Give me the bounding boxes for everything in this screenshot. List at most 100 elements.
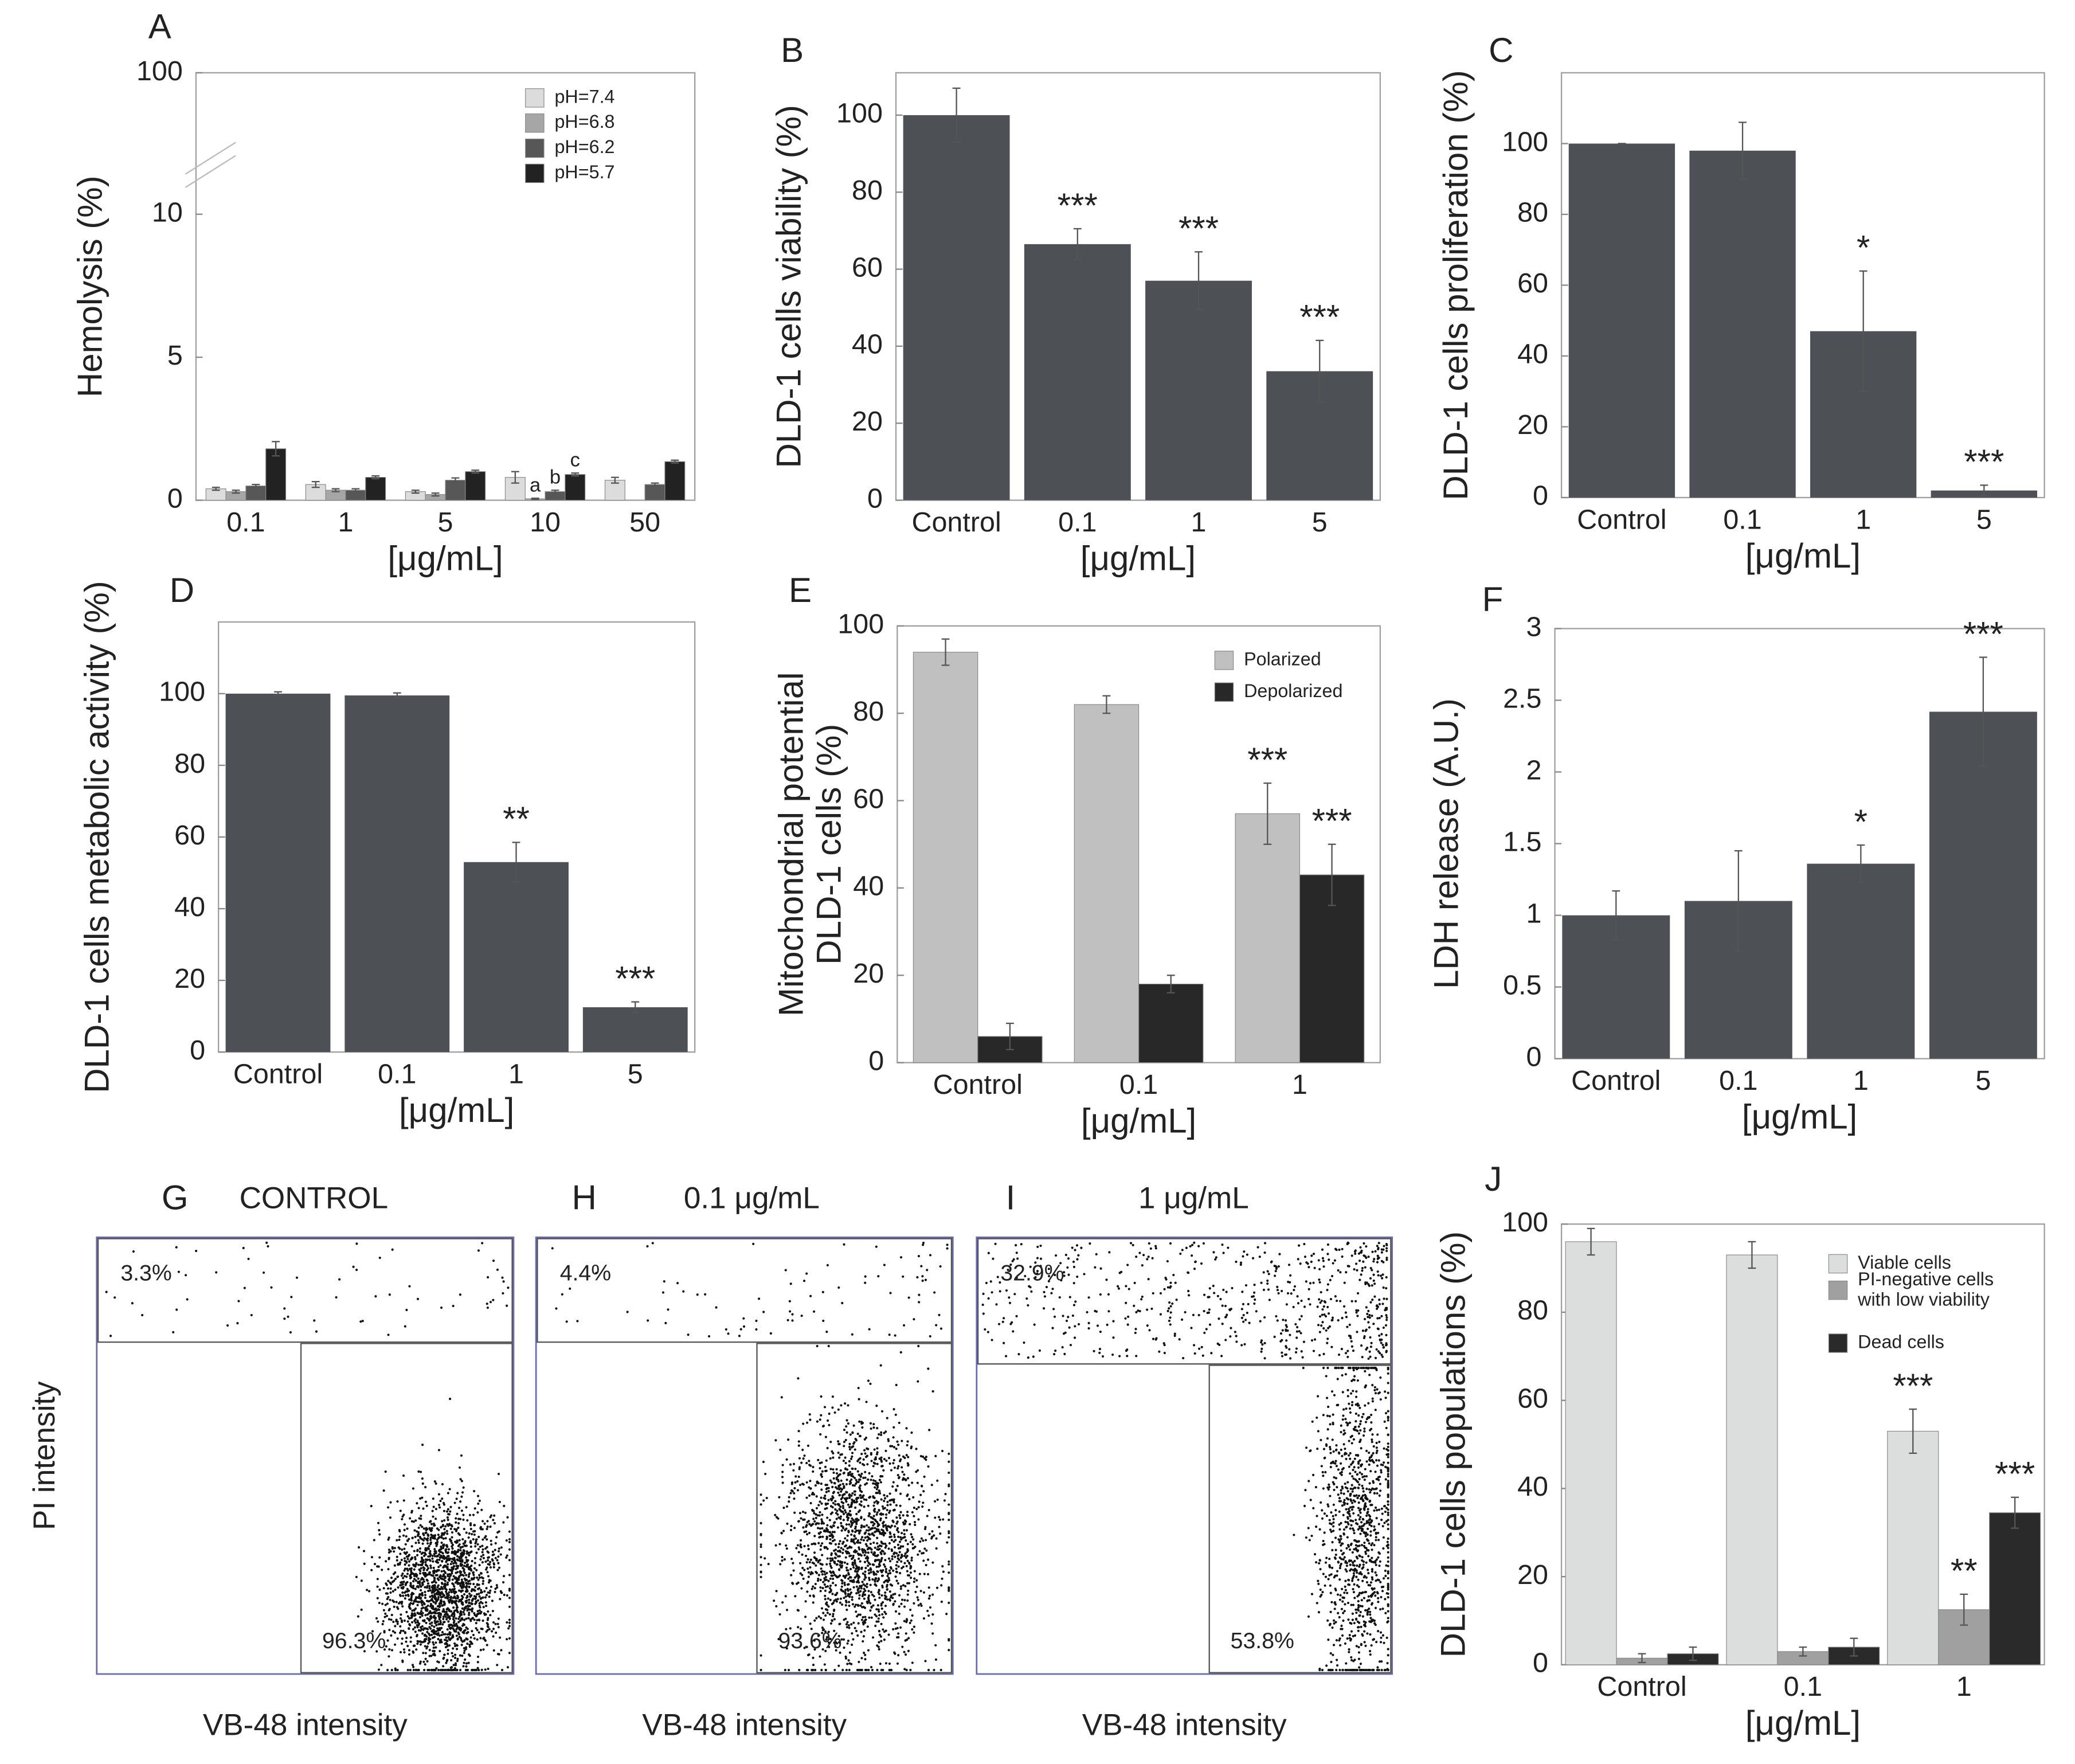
dot bbox=[466, 1669, 469, 1672]
dot bbox=[417, 1629, 420, 1632]
dot bbox=[1380, 1354, 1383, 1356]
dot bbox=[236, 1322, 239, 1325]
dot bbox=[408, 1285, 411, 1288]
dot bbox=[821, 1513, 824, 1516]
gate-top bbox=[537, 1238, 953, 1343]
dot bbox=[460, 1611, 463, 1614]
dot bbox=[1137, 1309, 1140, 1312]
dot bbox=[453, 1642, 456, 1645]
y-tick-label: 10 bbox=[152, 197, 183, 228]
dot bbox=[1036, 1270, 1039, 1273]
dot bbox=[463, 1632, 465, 1634]
dot bbox=[1168, 1301, 1171, 1304]
dot bbox=[862, 1591, 865, 1594]
dot bbox=[859, 1529, 862, 1532]
dot bbox=[1354, 1300, 1357, 1303]
dot bbox=[1376, 1307, 1379, 1311]
dot bbox=[487, 1276, 490, 1279]
dot bbox=[871, 1563, 874, 1566]
dot bbox=[476, 1576, 479, 1579]
dot bbox=[887, 1525, 891, 1528]
dot bbox=[1125, 1285, 1127, 1288]
dot bbox=[270, 1286, 273, 1289]
dot bbox=[863, 1574, 867, 1577]
dot bbox=[458, 1616, 461, 1618]
dot bbox=[762, 1460, 765, 1464]
dot bbox=[855, 1498, 858, 1501]
dot bbox=[789, 1463, 792, 1466]
panel-letter: I bbox=[1006, 1179, 1016, 1217]
dot bbox=[816, 1527, 820, 1530]
dot bbox=[1260, 1339, 1263, 1342]
dot bbox=[432, 1590, 434, 1593]
bar bbox=[464, 862, 569, 1053]
dot bbox=[434, 1574, 437, 1577]
dot bbox=[405, 1308, 408, 1312]
dot bbox=[1323, 1300, 1326, 1303]
dot bbox=[893, 1466, 896, 1469]
dot bbox=[871, 1533, 874, 1536]
dot bbox=[876, 1542, 879, 1545]
y-axis-label: DLD-1 cells viability (%) bbox=[770, 105, 808, 468]
dot bbox=[842, 1501, 845, 1504]
dot bbox=[456, 1657, 459, 1660]
dot bbox=[819, 1433, 822, 1436]
dot bbox=[410, 1594, 413, 1597]
dot bbox=[878, 1489, 880, 1492]
dot bbox=[840, 1585, 843, 1588]
dot bbox=[425, 1578, 428, 1581]
dot bbox=[1151, 1257, 1154, 1260]
dot bbox=[812, 1594, 815, 1597]
dot bbox=[459, 1571, 462, 1574]
dot bbox=[418, 1616, 422, 1619]
dot bbox=[1365, 1348, 1368, 1351]
dot bbox=[451, 1525, 453, 1528]
dot bbox=[355, 1242, 358, 1245]
dot bbox=[888, 1569, 891, 1572]
dot bbox=[476, 1638, 479, 1641]
dot bbox=[481, 1554, 485, 1556]
dot bbox=[1240, 1308, 1243, 1311]
dot bbox=[906, 1548, 909, 1551]
dot bbox=[406, 1593, 410, 1596]
dot bbox=[780, 1396, 783, 1399]
dot bbox=[879, 1492, 882, 1495]
dot bbox=[812, 1601, 815, 1604]
dot bbox=[406, 1645, 409, 1648]
dot bbox=[910, 1533, 913, 1536]
dot bbox=[819, 1467, 821, 1470]
dot bbox=[795, 1547, 798, 1550]
dot bbox=[508, 1548, 511, 1551]
panel-letter: G bbox=[162, 1179, 189, 1217]
dot bbox=[295, 1276, 299, 1279]
dot bbox=[426, 1604, 429, 1607]
dot bbox=[880, 1594, 883, 1597]
dot bbox=[801, 1448, 804, 1452]
dot bbox=[430, 1617, 433, 1620]
dot bbox=[906, 1477, 910, 1480]
dot bbox=[462, 1665, 465, 1668]
dot bbox=[809, 1594, 812, 1597]
dot bbox=[908, 1498, 911, 1501]
dot bbox=[1285, 1339, 1288, 1342]
dot bbox=[489, 1614, 492, 1617]
dot bbox=[844, 1556, 847, 1559]
dot bbox=[385, 1592, 387, 1595]
dot bbox=[391, 1590, 394, 1593]
dot bbox=[1376, 1304, 1379, 1307]
dot bbox=[792, 1469, 795, 1472]
dot bbox=[1329, 1610, 1332, 1613]
dot bbox=[846, 1587, 849, 1590]
dot bbox=[437, 1569, 440, 1572]
dot bbox=[1364, 1266, 1367, 1269]
dot bbox=[906, 1514, 909, 1517]
dot bbox=[1288, 1348, 1291, 1351]
dot bbox=[503, 1504, 506, 1507]
dot bbox=[1074, 1249, 1076, 1251]
dot bbox=[432, 1534, 434, 1537]
dot bbox=[1227, 1246, 1230, 1249]
dot bbox=[410, 1556, 413, 1559]
dot bbox=[465, 1586, 468, 1589]
dot bbox=[880, 1512, 883, 1515]
dot bbox=[837, 1543, 840, 1546]
